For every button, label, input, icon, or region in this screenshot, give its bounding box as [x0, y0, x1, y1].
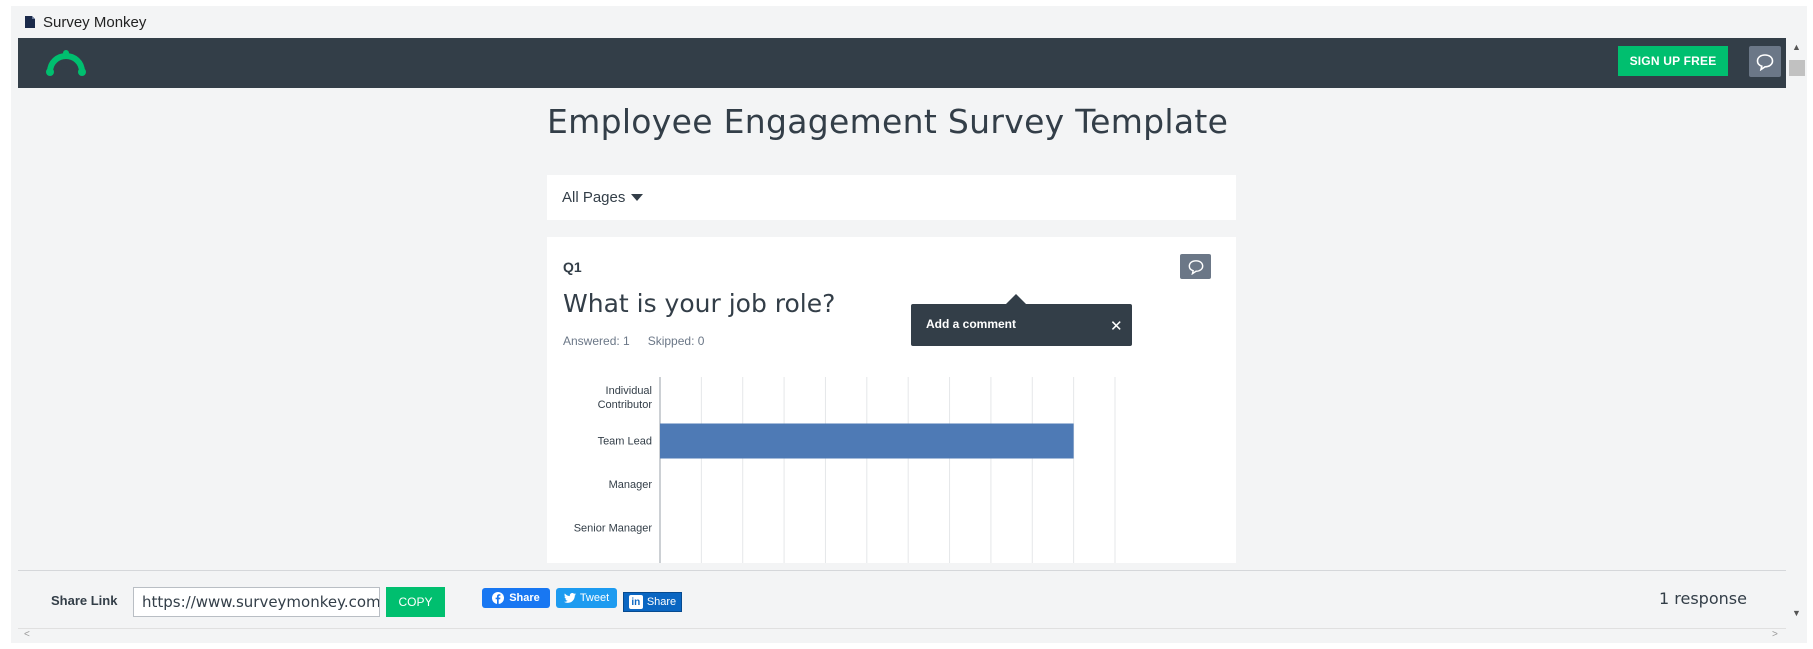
question-text: What is your job role? [563, 289, 836, 318]
window-title: Survey Monkey [43, 13, 147, 31]
category-label: Individual Contributor [598, 385, 653, 411]
share-footer: Share Link https://www.surveymonkey.com/… [18, 570, 1786, 628]
close-icon[interactable]: ✕ [1110, 318, 1123, 335]
comment-icon[interactable] [1749, 46, 1781, 77]
question-stats: Answered: 1 Skipped: 0 [563, 334, 704, 348]
category-label: Team Lead [598, 436, 652, 448]
document-icon [25, 16, 35, 28]
skipped-count: Skipped: 0 [647, 334, 705, 348]
scroll-right-arrow-icon[interactable]: > [1772, 629, 1778, 640]
tooltip-arrow [1006, 294, 1026, 304]
scroll-down-arrow-icon[interactable]: ▼ [1792, 608, 1801, 618]
twitter-bird-icon [563, 593, 576, 603]
share-link-label: Share Link [51, 593, 118, 608]
scroll-up-arrow-icon[interactable]: ▲ [1792, 42, 1801, 52]
scroll-left-arrow-icon[interactable]: < [24, 629, 30, 640]
category-label: Senior Manager [574, 523, 653, 535]
question-number: Q1 [563, 259, 582, 275]
question-comment-button[interactable] [1180, 254, 1211, 279]
linkedin-icon: in [628, 595, 643, 609]
question-card: Q1 What is your job role? Answered: 1 Sk… [547, 237, 1236, 563]
twitter-tweet-button[interactable]: Tweet [556, 588, 617, 608]
facebook-icon [492, 592, 505, 604]
surveymonkey-logo-icon[interactable] [44, 48, 88, 78]
add-comment-tooltip: Add a comment ✕ [911, 294, 1132, 346]
pages-filter-bar: All Pages [547, 175, 1236, 220]
vertical-scrollbar[interactable]: ▲ ▼ [1786, 38, 1807, 628]
facebook-share-label: Share [509, 592, 540, 604]
window-tab: Survey Monkey [25, 12, 146, 32]
tooltip-label: Add a comment [926, 317, 1017, 331]
caret-down-icon [631, 194, 644, 201]
answered-count: Answered: 1 [563, 334, 630, 348]
category-label: Manager [609, 479, 653, 491]
tweet-label: Tweet [579, 592, 610, 604]
sign-up-free-button[interactable]: SIGN UP FREE [1618, 46, 1728, 76]
page-title: Employee Engagement Survey Template [547, 102, 1229, 141]
dropdown-label: All Pages [562, 189, 626, 206]
linkedin-share-button[interactable]: in Share [623, 592, 682, 612]
share-link-input[interactable]: https://www.surveymonkey.com/re [133, 587, 380, 617]
scrollbar-thumb[interactable] [1789, 60, 1805, 76]
bar-1[interactable] [660, 423, 1074, 459]
comment-icon [1188, 259, 1203, 275]
horizontal-scrollbar[interactable]: < > [18, 628, 1786, 643]
response-count: 1 response [1659, 589, 1747, 608]
response-bar-chart: Individual Contributor Team Lead Manager Sen… [574, 377, 1116, 563]
facebook-share-button[interactable]: Share [482, 588, 550, 608]
copy-button[interactable]: COPY [386, 587, 445, 617]
all-pages-dropdown[interactable]: All Pages [562, 189, 644, 206]
linkedin-share-label: Share [646, 596, 677, 608]
top-navigation-bar: SIGN UP FREE [18, 38, 1786, 88]
